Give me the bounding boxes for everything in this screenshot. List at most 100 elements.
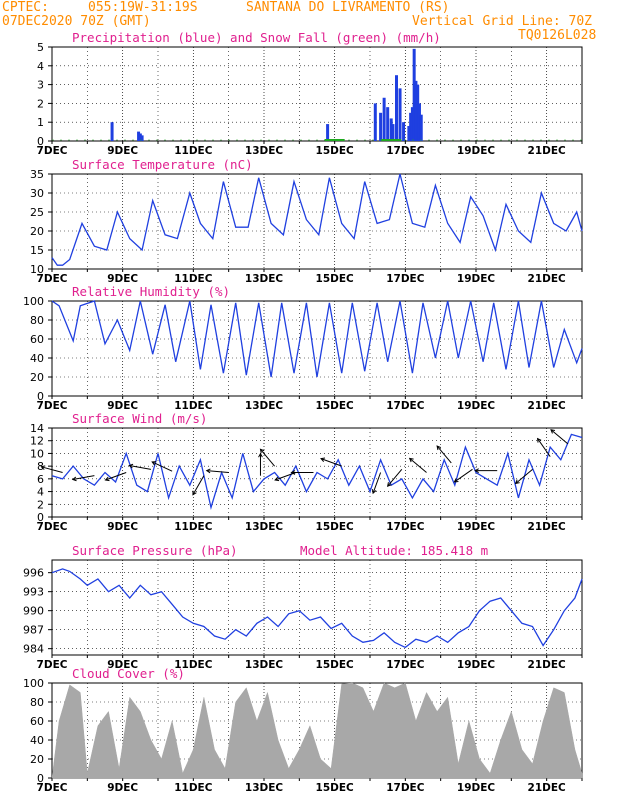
cloud-ytick-label: 0: [37, 772, 44, 785]
wind-arrow: [151, 461, 173, 472]
cloud-xtick-label: 11DEC: [174, 782, 213, 794]
wind-arrow-head: [259, 448, 265, 454]
wind-title: Surface Wind (m/s): [72, 411, 207, 426]
model-code: TQ0126L028: [518, 28, 597, 43]
precip-bar: [140, 135, 144, 141]
pres-xtick-label: 15DEC: [316, 659, 355, 671]
rh-xtick-label: 9DEC: [107, 400, 138, 412]
pres-xtick-label: 7DEC: [37, 659, 68, 671]
pres-xtick-label: 9DEC: [107, 659, 138, 671]
pres-subtitle: Model Altitude: 185.418 m: [300, 543, 488, 558]
wind-arrow-head: [408, 457, 414, 463]
wind-arrow: [537, 438, 551, 457]
precip-bar: [373, 103, 377, 141]
wind-arrow: [206, 470, 229, 473]
rh-ytick-label: 100: [23, 295, 44, 308]
temp-title: Surface Temperature (nC): [72, 157, 253, 172]
precip-xtick-label: 15DEC: [316, 145, 355, 157]
temp-ytick-label: 15: [30, 244, 44, 257]
cloud-xtick-label: 19DEC: [457, 782, 496, 794]
wind-arrow-head: [474, 468, 479, 473]
wind-arrow: [105, 472, 127, 481]
precip-bar: [414, 80, 418, 141]
wind-ytick-label: 4: [37, 486, 44, 499]
wind-arrow-head: [371, 489, 377, 495]
wind-arrow-head: [274, 476, 280, 482]
precip-bar: [391, 124, 395, 141]
precip-bar: [402, 122, 406, 141]
precip-xtick-label: 19DEC: [457, 145, 496, 157]
pres-xtick-label: 21DEC: [528, 659, 567, 671]
temp-xtick-label: 9DEC: [107, 273, 138, 285]
wind-xtick-label: 7DEC: [37, 521, 68, 533]
temp-xtick-label: 7DEC: [37, 273, 68, 285]
precip-bar: [382, 97, 386, 141]
location-label: SANTANA DO LIVRAMENTO (RS): [246, 0, 450, 15]
temp-ytick-label: 30: [30, 187, 44, 200]
precip-bar: [416, 84, 420, 141]
wind-arrow: [41, 466, 63, 473]
rh-line: [51, 300, 583, 378]
temp-panel: 10 15 20 25 30 35 7DEC 9DEC 11DEC 13DEC 15DEC 17DEC…: [30, 157, 583, 285]
cloud-ytick-label: 100: [23, 677, 44, 690]
wind-arrow: [274, 472, 296, 481]
precip-ytick-label: 5: [37, 41, 44, 54]
cloud-xtick-label: 15DEC: [316, 782, 355, 794]
cloud-ytick-label: 20: [30, 753, 44, 766]
cloud-xtick-label: 17DEC: [386, 782, 425, 794]
precip-bar: [398, 88, 402, 141]
rh-ytick-label: 20: [30, 371, 44, 384]
rh-ytick-label: 60: [30, 333, 44, 346]
pres-title: Surface Pressure (hPa): [72, 543, 238, 558]
precip-bar: [379, 112, 383, 141]
wind-arrow-head: [128, 463, 134, 469]
rh-ytick-label: 80: [30, 314, 44, 327]
precip-frame: [51, 46, 583, 142]
precip-bar: [110, 122, 114, 141]
precip-ytick-label: 1: [37, 116, 44, 129]
wind-arrow: [436, 445, 452, 464]
temp-ytick-label: 10: [30, 263, 44, 276]
precip-title: Precipitation (blue) and Snow Fall (gree…: [72, 30, 441, 45]
wind-frame: [51, 427, 583, 518]
snowfall-bar: [381, 139, 402, 141]
wind-ytick-label: 12: [30, 435, 44, 448]
temp-ytick-label: 35: [30, 168, 44, 181]
rh-title: Relative Humidity (%): [72, 284, 230, 299]
wind-arrow: [550, 429, 569, 445]
cloud-xtick-label: 13DEC: [245, 782, 284, 794]
pres-frame: [51, 559, 583, 656]
snowfall-bar: [324, 139, 345, 141]
pres-xtick-label: 17DEC: [386, 659, 425, 671]
rh-xtick-label: 21DEC: [528, 400, 567, 412]
grid-note: Vertical Grid Line: 70Z: [412, 14, 593, 29]
wind-xtick-label: 9DEC: [107, 521, 138, 533]
precip-ytick-label: 3: [37, 79, 44, 92]
temp-line: [51, 173, 583, 266]
cloud-xtick-label: 9DEC: [107, 782, 138, 794]
pres-ytick-label: 984: [23, 643, 44, 656]
wind-arrow-head: [151, 461, 157, 466]
rh-ytick-label: 0: [37, 390, 44, 403]
wind-arrow-head: [550, 429, 556, 434]
source-label: CPTEC:: [2, 0, 49, 15]
wind-ytick-label: 10: [30, 447, 44, 460]
rh-xtick-label: 11DEC: [174, 400, 213, 412]
temp-ytick-label: 20: [30, 225, 44, 238]
wind-ytick-label: 6: [37, 473, 44, 486]
wind-xtick-label: 19DEC: [457, 521, 496, 533]
wind-arrow-head: [536, 437, 542, 443]
temp-ytick-label: 25: [30, 206, 44, 219]
wind-ytick-label: 14: [30, 422, 44, 435]
wind-arrow: [192, 475, 205, 495]
wind-arrow: [454, 468, 473, 483]
wind-xtick-label: 13DEC: [245, 521, 284, 533]
wind-xtick-label: 17DEC: [386, 521, 425, 533]
wind-arrow-head: [71, 476, 77, 482]
wind-arrow-head: [40, 465, 46, 470]
wind-arrow: [320, 458, 342, 467]
run-label: 07DEC2020 70Z (GMT): [2, 14, 151, 29]
wind-arrow-head: [514, 479, 520, 485]
precip-bar: [410, 107, 414, 141]
